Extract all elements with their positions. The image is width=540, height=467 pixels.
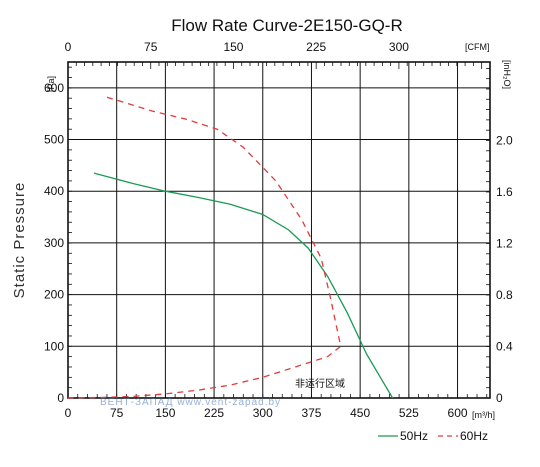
- legend: 50Hz 60Hz: [378, 429, 488, 443]
- watermark-text: ВЕНТ-ЗАПАД www.vent-zapad.by: [100, 397, 281, 408]
- y2-tick-label: 2.0: [496, 133, 513, 147]
- legend-label: 60Hz: [460, 429, 488, 443]
- x-unit-label: [m³/h]: [472, 410, 495, 420]
- x-tick-label: 450: [350, 406, 370, 420]
- y2-unit-label: [inH₂O]: [502, 60, 512, 89]
- legend-label: 50Hz: [400, 429, 428, 443]
- annotation-text: 非运行区域: [295, 377, 345, 390]
- chart-title: Flow Rate Curve-2E150-GQ-R: [171, 16, 402, 35]
- series: [67, 96, 394, 399]
- y-unit-label: [Pa]: [46, 76, 56, 92]
- series-line-50Hz: [93, 172, 394, 399]
- x2-tick-label: 75: [144, 40, 158, 54]
- x-tick-label: 600: [448, 406, 468, 420]
- x2-tick-label: 150: [223, 40, 243, 54]
- y-tick-labels: 0 100 200 300 400 500 600: [44, 81, 64, 405]
- plot-frame: [67, 61, 491, 399]
- y2-tick-label: 1.2: [496, 236, 513, 250]
- x-tick-label: 525: [399, 406, 419, 420]
- y2-tick-label: 1.6: [496, 185, 513, 199]
- y2-tick-label: 0.4: [496, 339, 513, 353]
- x-tick-labels: 0 75 150 225 300 375 450 525 600: [65, 406, 468, 420]
- y-tick-label: 0: [57, 391, 64, 405]
- x2-tick-label: 0: [65, 40, 72, 54]
- y2-tick-label: 0: [496, 391, 503, 405]
- x2-tick-labels: 0 75 150 225 300: [65, 40, 410, 54]
- x2-tick-label: 225: [306, 40, 326, 54]
- tick-marks: [67, 62, 491, 399]
- y-tick-label: 400: [44, 184, 64, 198]
- x-tick-label: 225: [204, 406, 224, 420]
- x-tick-label: 375: [301, 406, 321, 420]
- x-tick-label: 0: [65, 406, 72, 420]
- grid: [67, 62, 490, 399]
- x-tick-label: 75: [110, 406, 124, 420]
- x-tick-label: 300: [253, 406, 273, 420]
- y-tick-label: 500: [44, 133, 64, 147]
- y-tick-label: 200: [44, 288, 64, 302]
- x2-tick-label: 300: [389, 40, 409, 54]
- y2-tick-label: 0.8: [496, 288, 513, 302]
- x-tick-label: 150: [155, 406, 175, 420]
- y-axis-label: Static Pressure: [11, 182, 28, 299]
- x2-unit-label: [CFM]: [465, 42, 490, 52]
- series-line-60Hz: [67, 96, 342, 399]
- y2-tick-labels: 0 0.4 0.8 1.2 1.6 2.0: [496, 133, 513, 405]
- y-tick-label: 600: [44, 81, 64, 95]
- y-tick-label: 300: [44, 236, 64, 250]
- y-tick-label: 100: [44, 339, 64, 353]
